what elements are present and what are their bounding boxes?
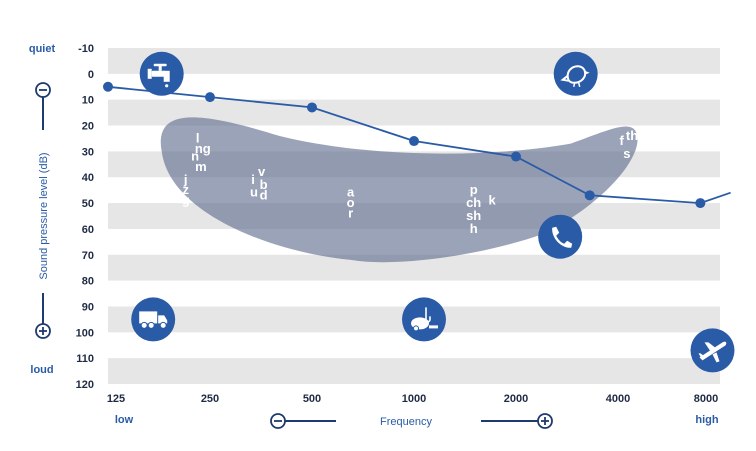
y-tick-label: 70	[82, 250, 94, 262]
quiet-label: quiet	[29, 43, 56, 55]
faucet-icon	[139, 51, 184, 96]
sound-icons	[131, 51, 735, 373]
plus-icon	[35, 293, 51, 339]
grid-band	[108, 358, 720, 384]
y-tick-label: 50	[82, 198, 94, 210]
x-tick-label: 125	[107, 393, 125, 405]
phoneme-label: d	[260, 187, 268, 202]
x-tick-labels: 125 250 500 1000 2000 4000 8000	[107, 393, 718, 405]
phoneme-label: o	[347, 195, 355, 210]
low-label: low	[115, 414, 134, 426]
phoneme-label: f	[619, 133, 624, 148]
x-axis-title: Frequency	[380, 416, 432, 428]
phoneme-label: m	[195, 159, 207, 174]
phoneme-label: th	[626, 128, 638, 143]
data-point	[511, 151, 521, 162]
phoneme-label: k	[488, 192, 496, 207]
data-point	[307, 102, 317, 113]
phoneme-label: b	[260, 177, 268, 192]
phoneme-label: v	[258, 164, 266, 179]
vacuum-icon	[402, 297, 446, 342]
y-tick-label: 10	[82, 95, 94, 107]
x-tick-label: 4000	[606, 393, 630, 405]
x-tick-label: 8000	[694, 393, 718, 405]
y-tick-label: 30	[82, 146, 94, 158]
y-tick-label: 100	[76, 327, 94, 339]
x-tick-label: 250	[201, 393, 219, 405]
minus-icon	[270, 413, 336, 429]
y-tick-label: 60	[82, 224, 94, 236]
data-point	[584, 190, 595, 201]
phoneme-label: u	[250, 185, 258, 200]
phoneme-label: h	[470, 221, 478, 236]
x-tick-label: 1000	[402, 393, 426, 405]
data-point	[695, 198, 706, 209]
data-point	[103, 81, 113, 92]
phone-icon	[538, 214, 583, 259]
phoneme-label: g	[182, 192, 190, 207]
x-tick-label: 2000	[504, 393, 528, 405]
threshold-points	[103, 81, 706, 209]
phoneme-label: z	[182, 182, 189, 197]
y-tick-labels: -10 0 10 20 30 40 50 60 70 80 90 100 110 120	[76, 43, 94, 391]
x-tick-label: 500	[303, 393, 321, 405]
phoneme-label: p	[470, 182, 478, 197]
phoneme-label: ng	[195, 141, 211, 156]
airplane-icon	[690, 328, 735, 373]
minus-icon	[35, 82, 51, 130]
y-tick-label: 90	[82, 301, 94, 313]
data-point	[409, 136, 419, 147]
phoneme-label: i	[251, 172, 255, 187]
high-label: high	[695, 414, 718, 426]
y-tick-label: 40	[82, 172, 94, 184]
phoneme-label: s	[623, 146, 630, 161]
phoneme-label: ch	[466, 195, 481, 210]
loud-label: loud	[30, 364, 53, 376]
y-tick-label: 0	[88, 69, 94, 81]
grid-band	[108, 48, 720, 74]
phoneme-label: n	[191, 149, 199, 164]
truck-icon	[131, 297, 176, 342]
y-axis-title: Sound pressure level (dB)	[38, 152, 50, 279]
threshold-line	[107, 85, 731, 205]
data-point	[205, 92, 215, 103]
y-tick-label: 80	[82, 276, 94, 288]
y-tick-label: 20	[82, 121, 94, 133]
phoneme-label: l	[196, 130, 200, 145]
phoneme-label: j	[183, 172, 188, 187]
plus-icon	[481, 413, 553, 429]
phoneme-label: r	[348, 205, 353, 220]
phoneme-label: a	[347, 185, 355, 200]
y-tick-label: -10	[78, 43, 94, 55]
y-tick-label: 110	[76, 353, 94, 365]
bird-icon	[553, 51, 598, 96]
y-tick-label: 120	[76, 379, 94, 391]
phoneme-label: sh	[466, 208, 481, 223]
